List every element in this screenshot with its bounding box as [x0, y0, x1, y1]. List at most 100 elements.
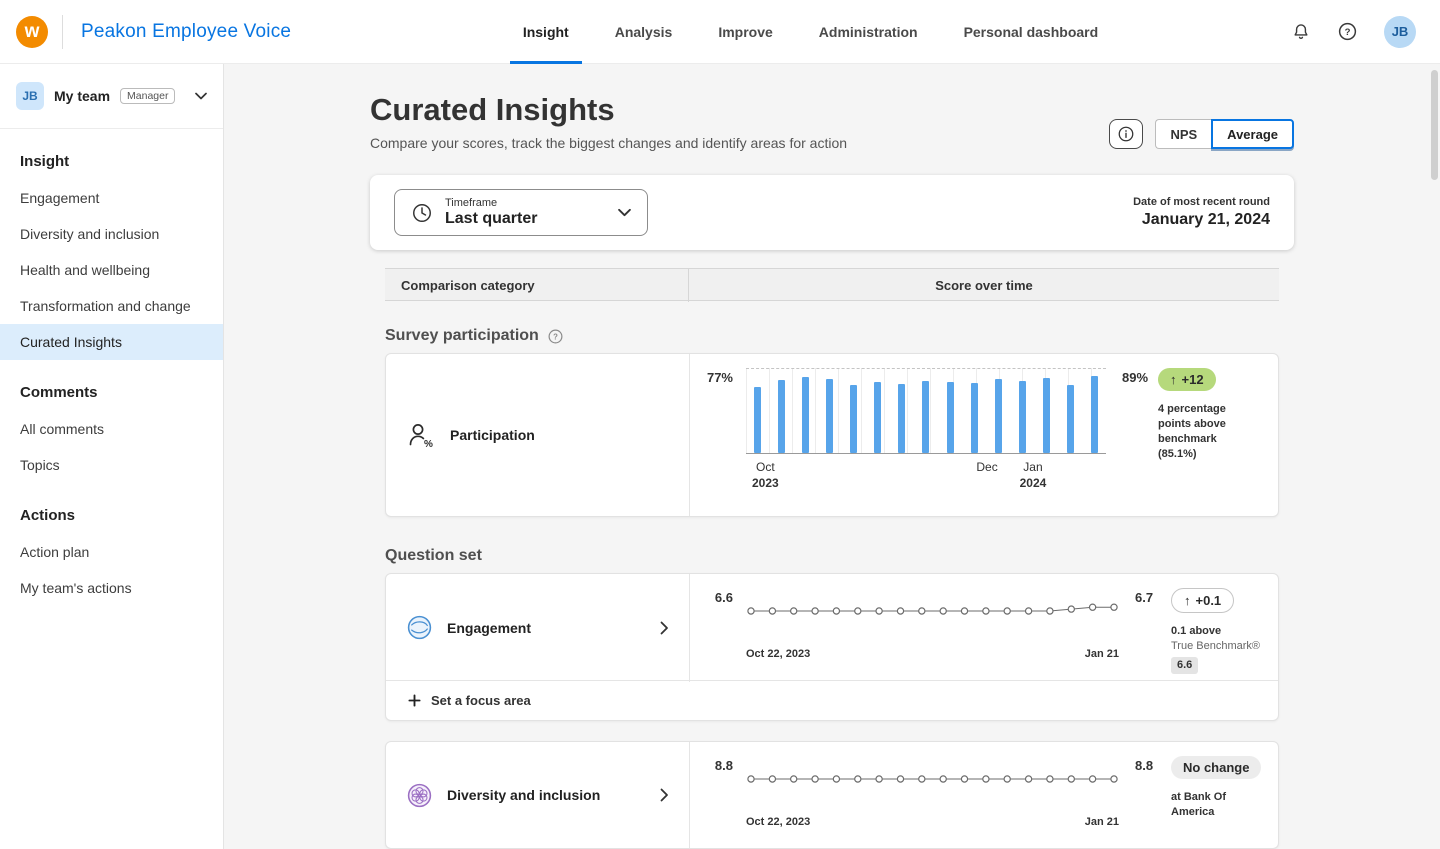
timeframe-card: Timeframe Last quarter Date of most rece… [370, 175, 1294, 250]
chevron-right-icon [660, 788, 669, 802]
engagement-badge-column: ↑ +0.1 0.1 above True Benchmark® 6.6 [1169, 588, 1291, 674]
sidebar-item-topics[interactable]: Topics [20, 457, 60, 473]
sidebar-item-all-comments[interactable]: All comments [20, 421, 105, 437]
help-icon: ? [1338, 22, 1357, 41]
timeframe-dropdown[interactable]: Timeframe Last quarter [394, 189, 648, 236]
sidebar-item-transformation-and-change[interactable]: Transformation and change [20, 298, 191, 314]
sidebar-item-diversity-and-inclusion[interactable]: Diversity and inclusion [20, 226, 160, 242]
participation-bar [826, 379, 834, 453]
section-survey-participation: Survey participation ? [385, 327, 1279, 345]
diversity-badge-column: No change at Bank Of America [1169, 756, 1291, 840]
engagement-chart-cell: 6.6 Oct 22, 2023 Jan 21 6.7 ↑ [690, 574, 1291, 682]
set-focus-area-button[interactable]: Set a focus area [386, 680, 1278, 720]
benchmark-chip: 6.6 [1171, 656, 1199, 674]
diversity-row-label: Diversity and inclusion [447, 787, 601, 803]
participation-bar [778, 380, 786, 453]
help-circle-icon[interactable]: ? [547, 328, 564, 345]
participation-start-value: 77% [706, 370, 733, 385]
help-button[interactable]: ? [1337, 21, 1358, 42]
benchmark-delta: 0.1 above [1171, 625, 1222, 637]
section-question-set: Question set [385, 547, 1279, 565]
timeframe-texts: Timeframe Last quarter [445, 197, 537, 228]
nav-tab-insight[interactable]: Insight [500, 0, 592, 64]
chevron-down-icon [618, 208, 631, 217]
engagement-start-value: 6.6 [714, 590, 733, 605]
column-comparison-category: Comparison category [385, 269, 689, 302]
survey-participation-heading: Survey participation [385, 327, 539, 344]
main-nav: Insight Analysis Improve Administration Pers… [330, 0, 1291, 64]
participation-change-value: +12 [1181, 372, 1204, 387]
sidebar-item-curated-insights[interactable]: Curated Insights [0, 324, 223, 360]
axis-start-label: Oct 22, 2023 [746, 648, 811, 660]
diversity-row[interactable]: Diversity and inclusion [386, 742, 690, 848]
insights-table: Comparison category Score over time Surv… [385, 268, 1279, 849]
participation-bars [746, 369, 1106, 453]
toggle-average[interactable]: Average [1211, 119, 1294, 149]
recent-round: Date of most recent round January 21, 20… [1133, 196, 1270, 229]
participation-bar [754, 387, 761, 453]
page-subtitle: Compare your scores, track the biggest c… [370, 135, 848, 151]
product-name: Peakon Employee Voice [81, 20, 292, 42]
engagement-axis: Oct 22, 2023 Jan 21 [746, 648, 1119, 660]
axis-end-label: Jan 21 [1084, 816, 1119, 828]
diversity-change-badge: No change [1171, 756, 1262, 779]
engagement-icon [407, 616, 432, 640]
sidebar-section-actions: Actions [20, 507, 76, 524]
sidebar-item-my-team-s-actions[interactable]: My team's actions [20, 580, 132, 596]
nav-tab-administration[interactable]: Administration [818, 23, 918, 40]
diversity-start-value: 8.8 [714, 758, 733, 773]
nav-tab-personal-dashboard[interactable]: Personal dashboard [963, 23, 1099, 40]
engagement-benchmark-note: 0.1 above True Benchmark® 6.6 [1171, 624, 1271, 674]
set-focus-area-label: Set a focus area [431, 693, 531, 708]
nav-tab-improve[interactable]: Improve [718, 23, 773, 40]
page-title: Curated Insights [370, 92, 615, 127]
participation-bar [874, 382, 882, 453]
engagement-change-badge: ↑ +0.1 [1171, 588, 1235, 613]
participation-bar [1042, 378, 1050, 453]
sidebar-item-engagement[interactable]: Engagement [20, 190, 100, 206]
diversity-icon [407, 783, 432, 807]
sidebar-nav: Insight Engagement Diversity and inclusion… [0, 129, 223, 606]
participation-bar [850, 385, 858, 453]
nav-tab-analysis[interactable]: Analysis [614, 23, 673, 40]
user-avatar[interactable]: JB [1384, 15, 1416, 48]
table-header: Comparison category Score over time [385, 268, 1279, 302]
diversity-chart-cell: 8.8 Oct 22, 2023 Jan 21 8.8 No change [690, 742, 1291, 848]
bell-icon [1294, 23, 1308, 39]
benchmark-name: True Benchmark® [1171, 639, 1261, 652]
team-selector[interactable]: JB My team Manager [0, 64, 223, 129]
toggle-nps[interactable]: NPS [1155, 119, 1212, 149]
participation-badge-column: ↑ +12 4 percentage points above benchmar… [1156, 368, 1278, 508]
question-set-heading: Question set [385, 547, 482, 564]
topbar: w Peakon Employee Voice Insight Analysis I… [0, 0, 1440, 64]
sidebar-item-action-plan[interactable]: Action plan [20, 544, 90, 560]
engagement-card: Engagement 6.6 Oct 22, 2023 Jan 21 [385, 573, 1279, 721]
plus-icon [408, 694, 421, 707]
clock-icon [413, 203, 431, 222]
diversity-card: Diversity and inclusion 8.8 Oct 22, 2023… [385, 741, 1279, 849]
sidebar-section-insight: Insight [20, 153, 70, 170]
axis-end-label: Jan 21 [1084, 648, 1119, 660]
sidebar: JB My team Manager Insight Engagement Dive… [0, 64, 224, 849]
topbar-right: ? JB [1291, 15, 1440, 48]
participation-benchmark-note: 4 percentage points above benchmark (85.… [1158, 403, 1226, 460]
timeframe-label: Timeframe [445, 197, 498, 209]
engagement-row[interactable]: Engagement [386, 574, 690, 682]
info-button[interactable] [1109, 119, 1144, 149]
timeframe-value: Last quarter [445, 210, 538, 227]
participation-icon: % [409, 424, 433, 450]
participation-card: % Participation 77% Oct 2023 Dec [385, 353, 1279, 517]
scrollbar-thumb[interactable] [1431, 70, 1438, 180]
axis-tick: Oct 2023 [752, 460, 779, 490]
participation-bar [922, 381, 930, 453]
notifications-button[interactable] [1291, 22, 1311, 42]
participation-bar [946, 382, 954, 453]
svg-text:?: ? [553, 332, 558, 341]
workday-logo[interactable]: w [16, 15, 48, 48]
brand: w Peakon Employee Voice [0, 14, 330, 49]
participation-end-value: 89% [1122, 370, 1149, 385]
main-content: Curated Insights Compare your scores, tr… [224, 64, 1440, 849]
participation-change-badge: ↑ +12 [1158, 368, 1216, 391]
manager-badge: Manager [120, 88, 176, 104]
sidebar-item-health-and-wellbeing[interactable]: Health and wellbeing [20, 262, 150, 278]
